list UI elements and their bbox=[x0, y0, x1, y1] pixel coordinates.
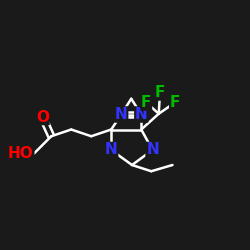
Text: N: N bbox=[135, 107, 147, 122]
Text: N: N bbox=[105, 142, 118, 158]
Text: N: N bbox=[115, 107, 128, 122]
Text: HO: HO bbox=[8, 146, 34, 161]
Text: O: O bbox=[36, 110, 49, 124]
Text: F: F bbox=[141, 95, 152, 110]
Text: F: F bbox=[155, 85, 165, 100]
Text: N: N bbox=[146, 142, 159, 158]
Text: F: F bbox=[170, 95, 180, 110]
